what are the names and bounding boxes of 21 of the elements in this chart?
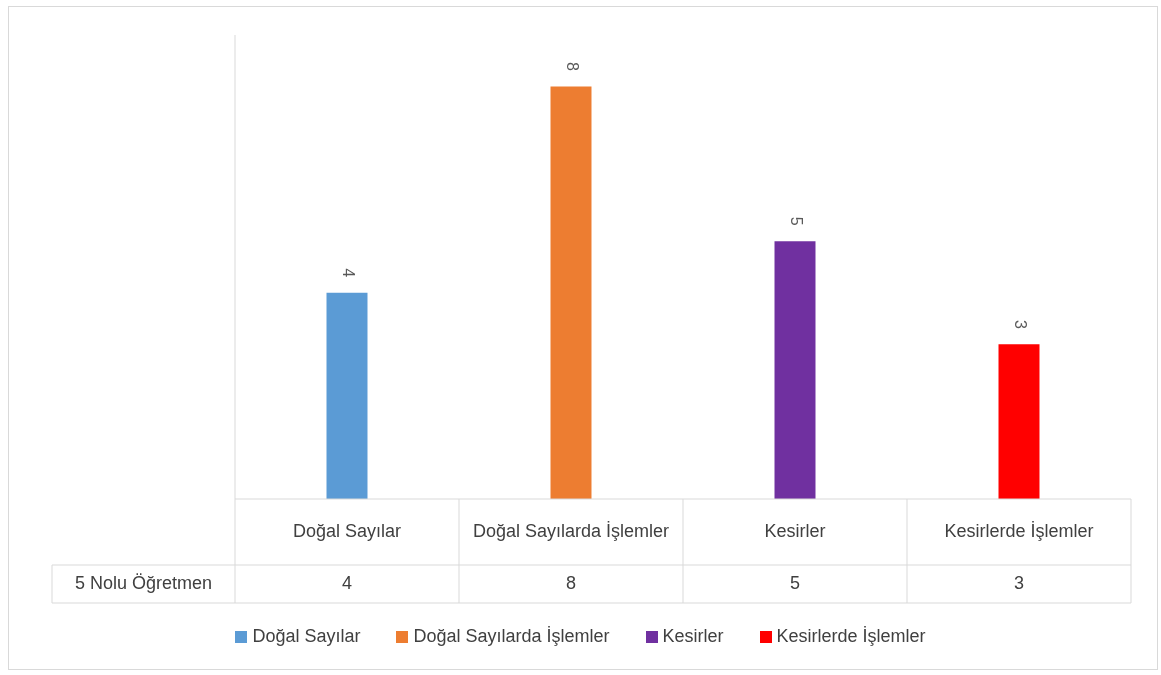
text: 4 bbox=[341, 572, 353, 593]
bar bbox=[326, 292, 368, 499]
data-label: 3 bbox=[1011, 319, 1029, 329]
text: 8 bbox=[565, 572, 577, 593]
category-label: Kesirlerde İşlemler bbox=[776, 626, 926, 646]
bar bbox=[550, 86, 592, 499]
x-tick-label: Doğal Sayılar bbox=[292, 520, 402, 541]
bar bbox=[998, 344, 1040, 499]
category-label: Kesirler bbox=[662, 626, 724, 646]
data-label: 8 bbox=[563, 62, 581, 72]
text: 5 bbox=[789, 572, 801, 593]
x-tick-label: Doğal Sayılarda İşlemler bbox=[472, 520, 670, 541]
bar bbox=[774, 241, 816, 499]
text: 5 Nolu Öğretmen bbox=[74, 572, 213, 593]
data-label: 5 bbox=[787, 216, 805, 226]
x-tick-label: Kesirler bbox=[764, 520, 826, 541]
category-label: Doğal Sayılarda İşlemler bbox=[413, 626, 610, 646]
text: 3 bbox=[1013, 572, 1025, 593]
category-label: Doğal Sayılar bbox=[252, 626, 361, 646]
x-tick-label: Kesirlerde İşlemler bbox=[944, 520, 1094, 541]
data-label: 4 bbox=[339, 268, 357, 278]
